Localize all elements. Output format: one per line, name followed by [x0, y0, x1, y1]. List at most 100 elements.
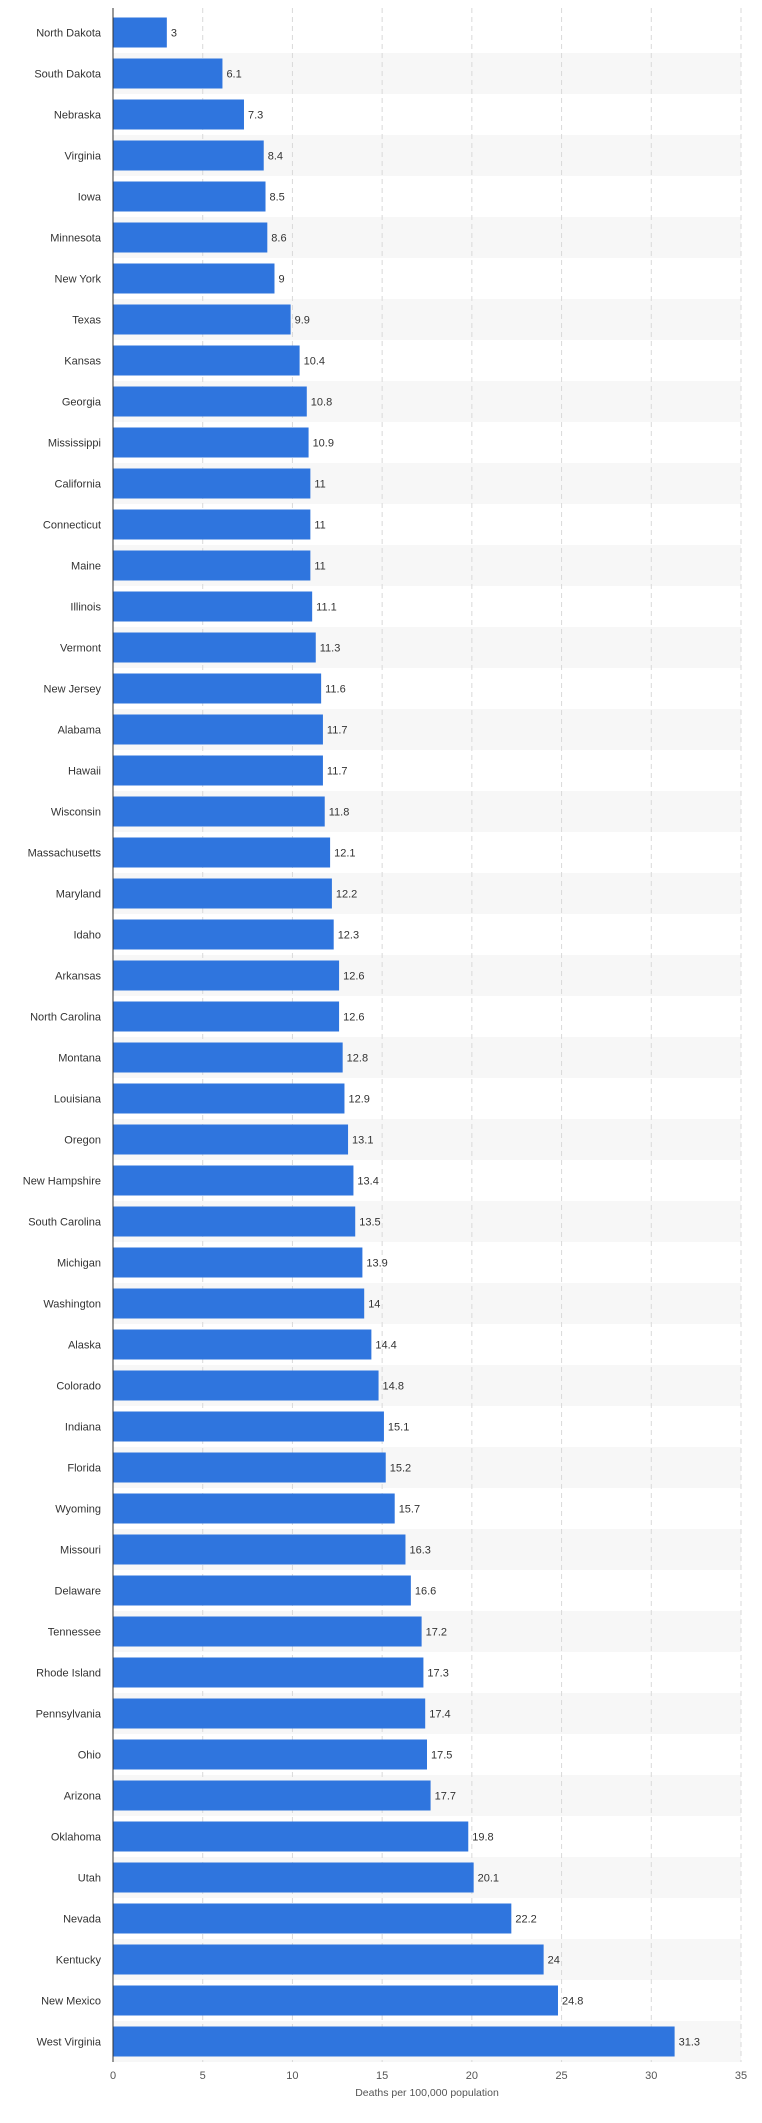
value-label: 24.8 [562, 1996, 583, 2008]
bar [113, 919, 334, 950]
category-label: North Dakota [36, 28, 102, 40]
bars [113, 17, 675, 2057]
bar [113, 1493, 395, 1524]
bar [113, 1698, 426, 1729]
bar [113, 1575, 411, 1606]
value-label: 7.3 [248, 110, 263, 122]
category-label: Connecticut [43, 520, 101, 532]
bar [113, 1657, 424, 1688]
category-label: Michigan [57, 1258, 101, 1270]
bar [113, 1903, 512, 1934]
bar [113, 1985, 558, 2016]
value-label: 14.4 [375, 1340, 396, 1352]
bar [113, 550, 311, 581]
category-label: New Mexico [41, 1996, 101, 2008]
bar [113, 673, 322, 704]
bar [113, 1821, 469, 1852]
bar [113, 1247, 363, 1278]
bar [113, 1165, 354, 1196]
bar [113, 1370, 379, 1401]
category-label: Maine [71, 561, 101, 573]
x-axis-title: Deaths per 100,000 population [355, 2087, 499, 2099]
value-label: 12.3 [338, 930, 359, 942]
category-label: Idaho [73, 930, 101, 942]
value-label: 16.6 [415, 1586, 436, 1598]
bar [113, 1411, 384, 1442]
category-label: Missouri [60, 1545, 101, 1557]
bar [113, 1288, 365, 1319]
bar [113, 1534, 406, 1565]
value-label: 11.7 [327, 725, 348, 737]
bar [113, 591, 313, 622]
value-label: 10.8 [311, 397, 332, 409]
bar [113, 509, 311, 540]
category-label: South Carolina [28, 1217, 102, 1229]
category-label: Minnesota [50, 233, 102, 245]
bar [113, 1452, 386, 1483]
category-label: Utah [78, 1873, 101, 1885]
bar [113, 1862, 474, 1893]
category-label: Iowa [78, 192, 102, 204]
value-label: 10.9 [313, 438, 334, 450]
x-tick-label: 15 [376, 2070, 388, 2082]
value-label: 11 [314, 561, 325, 573]
bar [113, 140, 264, 171]
bar [113, 632, 316, 663]
bar [113, 427, 309, 458]
value-label: 12.6 [343, 1012, 364, 1024]
x-tick-label: 5 [200, 2070, 206, 2082]
value-label: 15.1 [388, 1422, 409, 1434]
category-label: New Hampshire [23, 1176, 101, 1188]
x-tick-label: 25 [555, 2070, 567, 2082]
category-label: Oklahoma [51, 1832, 102, 1844]
x-tick-label: 0 [110, 2070, 116, 2082]
category-label: Vermont [60, 643, 101, 655]
category-label: Maryland [56, 889, 101, 901]
category-label: Virginia [65, 151, 102, 163]
x-tick-label: 20 [466, 2070, 478, 2082]
category-label: Kentucky [56, 1955, 102, 1967]
value-label: 13.9 [366, 1258, 387, 1270]
value-label: 11.3 [320, 643, 341, 655]
category-label: Ohio [78, 1750, 101, 1762]
bar [113, 345, 300, 376]
value-label: 8.5 [270, 192, 285, 204]
category-label: Massachusetts [28, 848, 102, 860]
value-label: 11.6 [325, 684, 346, 696]
value-label: 14 [368, 1299, 380, 1311]
value-label: 31.3 [679, 2037, 700, 2049]
bar [113, 1739, 427, 1770]
bar [113, 386, 307, 417]
value-label: 13.1 [352, 1135, 373, 1147]
category-label: Washington [43, 1299, 101, 1311]
x-axis-ticks: 0 5 10 15 20 25 30 35 [110, 2070, 747, 2082]
value-label: 17.7 [435, 1791, 456, 1803]
x-tick-label: 10 [286, 2070, 298, 2082]
value-label: 6.1 [226, 69, 241, 81]
value-label: 11 [314, 520, 325, 532]
category-label: Indiana [65, 1422, 102, 1434]
category-label: Colorado [56, 1381, 101, 1393]
category-label: Pennsylvania [36, 1709, 102, 1721]
value-label: 22.2 [515, 1914, 536, 1926]
value-label: 15.2 [390, 1463, 411, 1475]
value-label: 15.7 [399, 1504, 420, 1516]
value-label: 11 [314, 479, 325, 491]
x-tick-label: 35 [735, 2070, 747, 2082]
category-label: Texas [72, 315, 101, 327]
value-label: 3 [171, 28, 177, 40]
bar [113, 960, 340, 991]
value-label: 11.8 [329, 807, 350, 819]
value-label: 13.4 [357, 1176, 378, 1188]
bar [113, 468, 311, 499]
bar [113, 2026, 675, 2057]
category-label: Rhode Island [36, 1668, 101, 1680]
bar [113, 99, 244, 130]
category-label: Delaware [55, 1586, 101, 1598]
category-label: Wyoming [55, 1504, 101, 1516]
value-label: 12.6 [343, 971, 364, 983]
x-tick-label: 30 [645, 2070, 657, 2082]
category-label: Arkansas [55, 971, 101, 983]
category-label: Oregon [64, 1135, 101, 1147]
